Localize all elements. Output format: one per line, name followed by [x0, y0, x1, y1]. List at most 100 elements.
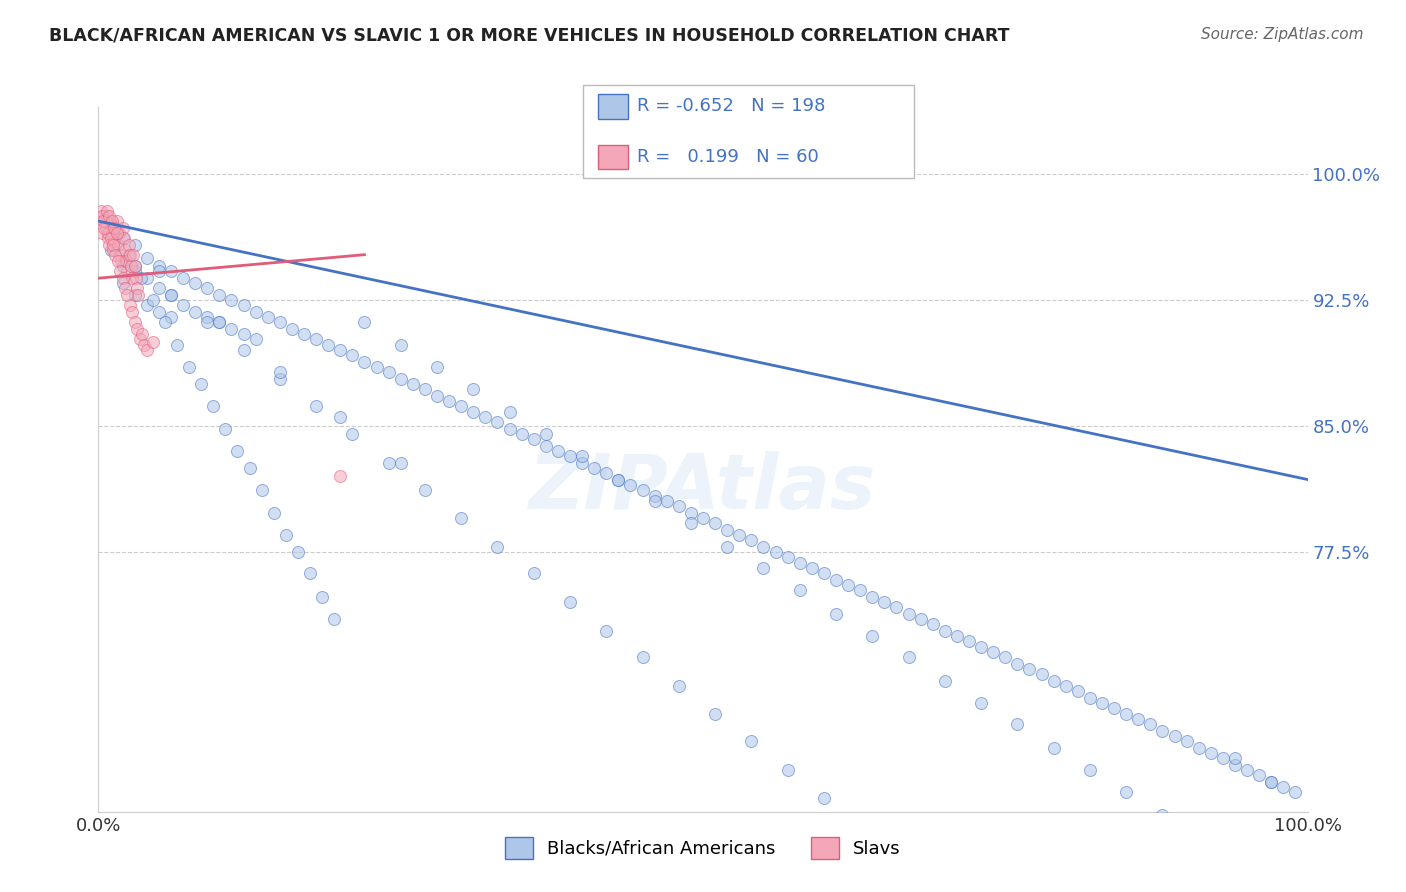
Point	[135, 343, 157, 358]
Point	[232, 343, 254, 358]
Point	[101, 243, 124, 257]
Point	[135, 271, 157, 285]
Point	[910, 612, 932, 626]
Point	[437, 393, 460, 408]
Point	[100, 218, 122, 232]
Point	[124, 264, 146, 278]
Point	[100, 218, 122, 232]
Point	[547, 444, 569, 458]
Point	[323, 612, 346, 626]
Point	[921, 616, 943, 631]
Point	[1152, 808, 1174, 822]
Point	[571, 456, 593, 470]
Point	[208, 288, 231, 302]
Point	[679, 506, 702, 520]
Point	[121, 304, 143, 318]
Point	[104, 248, 127, 262]
Point	[111, 277, 134, 291]
Point	[813, 791, 835, 805]
Point	[269, 315, 291, 329]
Point	[366, 360, 388, 375]
Point	[873, 595, 896, 609]
Point	[450, 511, 472, 525]
Point	[299, 566, 322, 581]
Point	[134, 338, 156, 352]
Point	[474, 410, 496, 425]
Point	[103, 220, 125, 235]
Point	[849, 583, 872, 598]
Point	[221, 321, 243, 335]
Point	[558, 449, 581, 463]
Point	[115, 254, 138, 268]
Point	[1249, 768, 1271, 782]
Point	[389, 456, 412, 470]
Point	[111, 260, 134, 274]
Point	[1260, 774, 1282, 789]
Point	[450, 399, 472, 413]
Point	[105, 226, 128, 240]
Point	[148, 264, 170, 278]
Point	[1054, 679, 1077, 693]
Point	[1188, 830, 1211, 844]
Point	[274, 528, 297, 542]
Point	[934, 673, 956, 688]
Point	[329, 410, 352, 425]
Point	[101, 237, 124, 252]
Point	[239, 460, 262, 475]
Point	[311, 590, 333, 604]
Point	[98, 237, 121, 252]
Point	[1284, 784, 1306, 798]
Point	[127, 321, 149, 335]
Point	[108, 226, 131, 240]
Point	[692, 511, 714, 525]
Point	[800, 561, 823, 575]
Point	[498, 405, 520, 419]
Point	[631, 483, 654, 497]
Point	[510, 427, 533, 442]
Point	[353, 355, 375, 369]
Point	[789, 583, 811, 598]
Point	[142, 334, 165, 349]
Point	[195, 315, 218, 329]
Point	[728, 528, 751, 542]
Point	[120, 260, 142, 274]
Point	[305, 332, 328, 346]
Point	[740, 533, 762, 547]
Point	[131, 326, 153, 341]
Point	[108, 264, 131, 278]
Point	[148, 304, 170, 318]
Point	[1078, 690, 1101, 705]
Point	[135, 298, 157, 312]
Point	[195, 281, 218, 295]
Point	[1223, 757, 1246, 772]
Point	[111, 231, 134, 245]
Point	[668, 500, 690, 514]
Point	[413, 483, 436, 497]
Point	[463, 405, 485, 419]
Point	[160, 288, 183, 302]
Point	[825, 573, 848, 587]
Point	[208, 315, 231, 329]
Point	[226, 444, 249, 458]
Point	[849, 813, 872, 827]
Point	[486, 416, 509, 430]
Point	[1115, 784, 1137, 798]
Point	[118, 248, 141, 262]
Point	[619, 477, 641, 491]
Point	[1115, 707, 1137, 722]
Point	[104, 220, 127, 235]
Point	[1212, 751, 1234, 765]
Point	[100, 214, 122, 228]
Point	[389, 372, 412, 386]
Point	[1007, 657, 1029, 671]
Point	[342, 348, 364, 362]
Point	[202, 399, 225, 413]
Point	[1152, 724, 1174, 739]
Point	[221, 293, 243, 307]
Point	[184, 304, 207, 318]
Point	[994, 650, 1017, 665]
Point	[148, 281, 170, 295]
Point	[107, 254, 129, 268]
Point	[166, 338, 188, 352]
Point	[329, 343, 352, 358]
